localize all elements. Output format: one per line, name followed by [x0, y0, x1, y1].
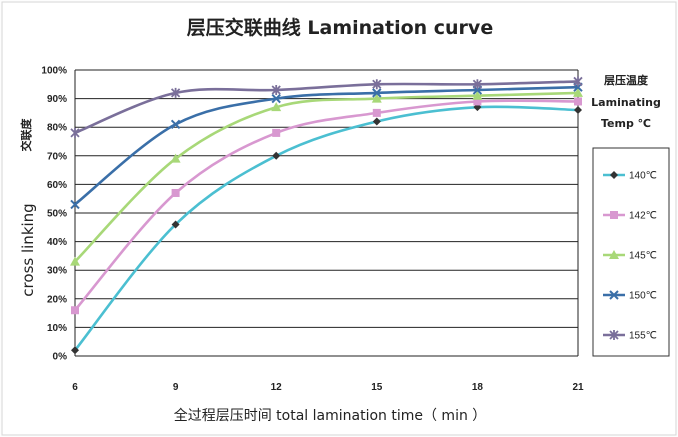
series-3-point-1 [170, 119, 181, 130]
series-2-point-1 [170, 153, 181, 163]
series-2 [70, 87, 583, 266]
series-0 [71, 103, 582, 355]
legend-items: 140℃ 142℃ 145℃ 150℃ 155℃ [603, 171, 657, 342]
series-1-point-3 [372, 108, 381, 117]
y-tick-label-5: 50% [47, 209, 67, 220]
y-tick-label-0: 0% [53, 352, 68, 363]
legend-marker-2 [609, 250, 619, 259]
series-4-point-2 [271, 85, 281, 96]
y-tick-label-9: 90% [47, 94, 67, 105]
series-2-point-5 [573, 87, 583, 97]
legend-title-line-3: Temp ℃ [601, 117, 651, 130]
series-line-0 [73, 105, 580, 352]
series-4-point-5 [573, 76, 583, 87]
x-tick-label-5: 21 [572, 382, 584, 393]
y-axis-label-cn: 交联度 [19, 118, 33, 152]
series-1 [71, 97, 582, 315]
series-4-point-1 [170, 87, 181, 98]
legend-label-2: 145℃ [629, 251, 657, 262]
series-line-2 [73, 91, 580, 263]
legend-title-line-1: 层压温度 [603, 73, 649, 87]
plot-series [70, 76, 583, 355]
grid [75, 69, 578, 357]
series-2-point-2 [271, 102, 282, 112]
legend-title: 层压温度 Laminating Temp ℃ [591, 73, 661, 130]
y-tick-label-4: 40% [47, 237, 67, 248]
chart-title: 层压交联曲线 Lamination curve [187, 16, 493, 39]
legend-marker-4 [609, 330, 619, 340]
y-tick-label-3: 30% [47, 266, 67, 277]
series-1-point-2 [272, 128, 281, 137]
x-tick-label-0: 6 [72, 382, 78, 393]
legend-marker-3 [609, 290, 619, 300]
legend-marker-0 [610, 171, 618, 179]
series-line-4 [73, 80, 580, 135]
series-2-point-4 [472, 90, 483, 100]
series-0-point-1 [171, 220, 180, 229]
x-ticks: 6 9 12 15 18 21 [72, 382, 584, 393]
series-1-point-1 [171, 188, 180, 197]
y-tick-label-8: 80% [47, 123, 67, 134]
series-1-point-0 [71, 306, 79, 315]
series-1-point-4 [473, 97, 482, 106]
series-4 [70, 76, 583, 138]
y-tick-label-6: 60% [47, 180, 67, 191]
series-1-point-5 [574, 97, 582, 106]
series-3-point-0 [70, 199, 80, 210]
y-tick-label-7: 70% [47, 151, 67, 162]
y-ticks: 0% 10% 20% 30% 40% 50% 60% 70% 80% 90% 100% [41, 66, 67, 363]
legend-title-line-2: Laminating [591, 96, 661, 109]
y-tick-label-10: 100% [41, 66, 67, 77]
series-0-point-2 [272, 151, 281, 160]
series-3-point-3 [372, 88, 382, 98]
series-0-point-0 [71, 346, 79, 355]
series-0-point-3 [372, 117, 381, 126]
series-2-point-0 [70, 256, 80, 266]
series-4-point-0 [70, 127, 80, 138]
y-tick-label-2: 20% [47, 294, 67, 305]
legend-label-4: 155℃ [629, 331, 657, 342]
legend-marker-1 [610, 211, 618, 219]
legend-label-0: 140℃ [629, 171, 657, 182]
x-tick-label-2: 12 [271, 382, 283, 393]
series-4-point-3 [372, 79, 382, 90]
x-axis-label: 全过程层压时间 total lamination time（ min ） [174, 407, 487, 424]
series-0-point-5 [574, 106, 582, 115]
series-3-point-2 [271, 93, 281, 104]
x-tick-label-1: 9 [173, 382, 179, 393]
series-2-point-3 [371, 93, 382, 103]
legend-label-3: 150℃ [629, 291, 657, 302]
x-tick-label-3: 15 [371, 382, 383, 393]
y-axis-label: cross linking [19, 203, 37, 296]
series-line-3 [73, 85, 580, 206]
series-4-point-4 [472, 79, 483, 90]
x-tick-label-4: 18 [472, 382, 484, 393]
legend-box [592, 147, 670, 357]
y-tick-label-1: 10% [47, 323, 67, 334]
series-line-1 [73, 99, 580, 312]
legend-label-1: 142℃ [629, 211, 657, 222]
